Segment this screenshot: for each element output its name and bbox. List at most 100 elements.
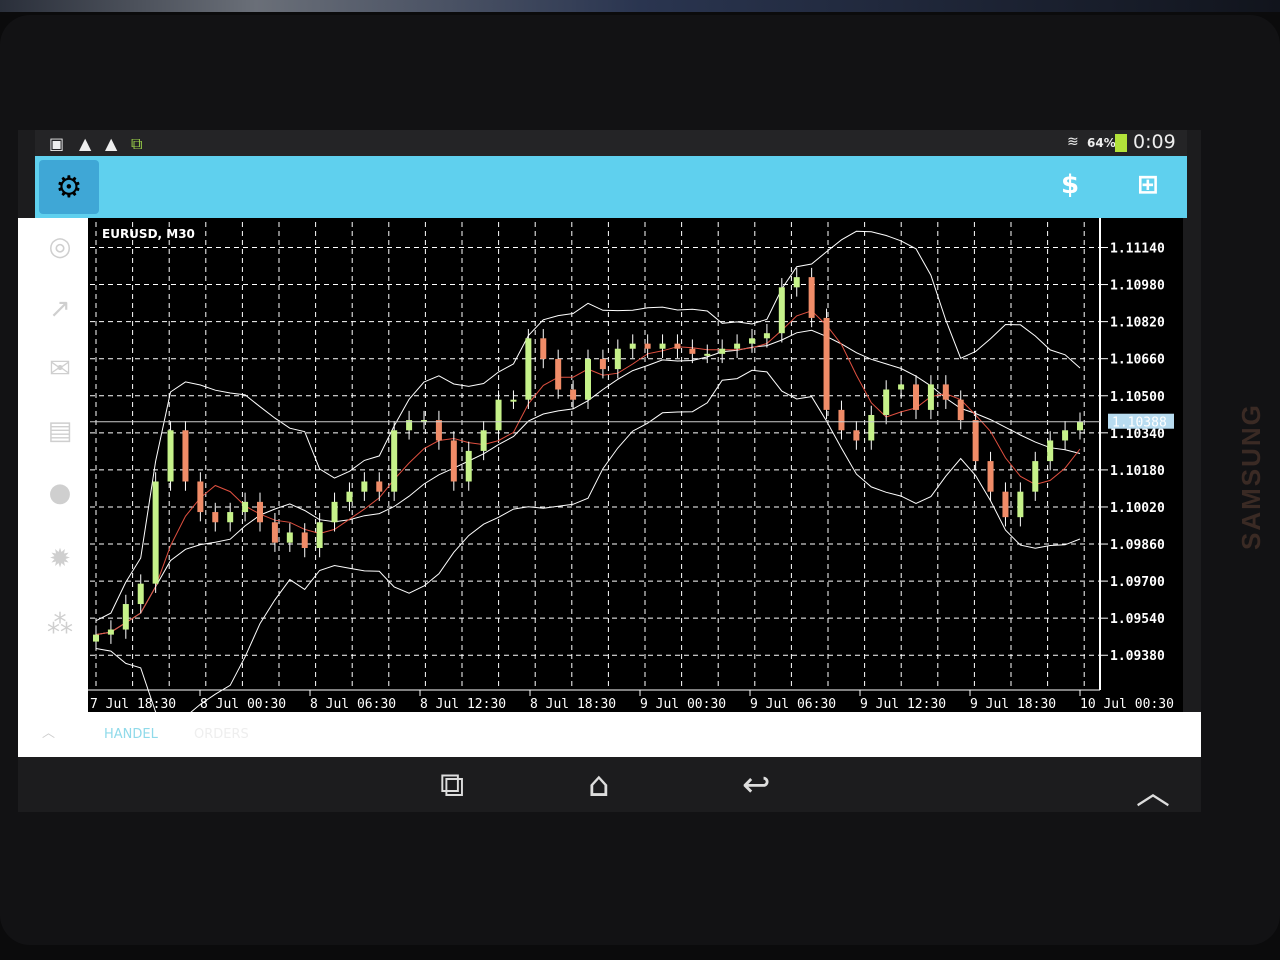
candle-bear — [808, 277, 815, 318]
new-order-icon[interactable]: ⊞ — [1137, 170, 1159, 200]
y-tick-label: 1.09540 — [1110, 612, 1165, 627]
collapse-chevron-icon[interactable]: ︿ — [42, 726, 56, 741]
metatrader-logo[interactable]: ⚙ — [39, 160, 99, 214]
background-monitor — [0, 0, 1280, 12]
candle-bull — [719, 348, 726, 354]
candle-bear — [540, 338, 547, 359]
bottom-tabs: ︿ HANDEL ORDERS — [18, 712, 1201, 757]
news-icon[interactable]: ▤ — [47, 416, 73, 446]
candle-bull — [465, 450, 472, 482]
candle-bull — [93, 634, 99, 642]
candle-bull — [331, 501, 338, 523]
candle-bull — [122, 604, 129, 630]
home-icon[interactable]: ⌂ — [588, 765, 610, 805]
battery-percent: 64% — [1087, 136, 1116, 150]
current-price-label: 1.10388 — [1112, 416, 1167, 431]
community-icon[interactable]: ⁂ — [47, 610, 73, 640]
candle-bull — [898, 384, 905, 390]
sidebar: ◎ ↗ ✉ ▤ ● ✹ ⁂ — [18, 218, 88, 712]
candle-bull — [629, 343, 636, 349]
candle-bull — [167, 430, 174, 482]
tab-handel[interactable]: HANDEL — [104, 727, 158, 742]
candle-bull — [406, 420, 413, 431]
x-tick-label: 9 Jul 12:30 — [860, 697, 946, 712]
trade-icon[interactable]: ↗ — [49, 294, 71, 324]
candle-bear — [182, 430, 189, 482]
candle-bear — [987, 461, 994, 492]
y-tick-label: 1.10180 — [1110, 464, 1165, 479]
candle-bear — [942, 384, 949, 400]
candle-bull — [152, 481, 159, 584]
status-bar: ▣ ▲ ▲ ⧉ ≋ 64% 0:09 — [35, 130, 1187, 156]
candle-bear — [212, 512, 219, 523]
y-tick-label: 1.11140 — [1110, 241, 1165, 256]
candle-bull — [107, 629, 114, 635]
screen-share-icon: ⧉ — [131, 134, 143, 153]
symbol-label: EURUSD, M30 — [102, 227, 195, 241]
battery-icon — [1115, 134, 1127, 152]
wifi-icon: ≋ — [1067, 134, 1079, 150]
candle-bear — [957, 399, 964, 421]
candle-bull — [734, 343, 741, 349]
candle-bear — [271, 522, 278, 543]
x-tick-label: 8 Jul 06:30 — [310, 697, 396, 712]
candle-bull — [659, 343, 666, 349]
candle-bear — [972, 420, 979, 462]
candle-bull — [525, 338, 532, 400]
y-tick-label: 1.09380 — [1110, 649, 1165, 664]
candle-bear — [197, 481, 204, 513]
x-tick-label: 8 Jul 12:30 — [420, 697, 506, 712]
chart-svg[interactable]: 1.11140 1.10980 1.10820 1.10660 1.10500 1.103… — [88, 218, 1191, 730]
candle-bull — [137, 583, 144, 605]
y-tick-label: 1.10500 — [1110, 390, 1165, 405]
settings-icon[interactable]: ✹ — [49, 544, 71, 574]
candle-bear — [689, 348, 696, 354]
candle-bull — [868, 414, 875, 441]
candle-bull — [749, 338, 755, 344]
recent-apps-icon[interactable]: ⧉ — [440, 765, 465, 805]
candle-bull — [927, 384, 934, 410]
x-tick-label: 8 Jul 18:30 — [530, 697, 616, 712]
candle-bull — [763, 333, 770, 339]
clock: 0:09 — [1133, 131, 1176, 153]
candle-bull — [227, 512, 234, 523]
mail-icon[interactable]: ✉ — [49, 354, 71, 384]
candle-bull — [614, 348, 621, 370]
y-tick-label: 1.09860 — [1110, 538, 1165, 553]
back-icon[interactable]: ↩ — [742, 765, 771, 805]
candle-bear — [570, 389, 577, 400]
candle-bear — [644, 343, 651, 349]
candle-bull — [585, 358, 591, 400]
samsung-logo: SAMSUNG — [1236, 403, 1266, 550]
x-tick-label: 10 Jul 00:30 — [1080, 697, 1174, 712]
navigation-bar: ⧉ ⌂ ↩ ︿ — [18, 757, 1201, 813]
candle-bull — [421, 420, 427, 423]
candle-bear — [257, 501, 263, 523]
warning-icon: ▲ — [105, 134, 118, 153]
price-chart[interactable]: 1.11140 1.10980 1.10820 1.10660 1.10500 1.103… — [88, 218, 1191, 730]
candle-bull — [286, 532, 293, 543]
y-tick-label: 1.10660 — [1110, 353, 1165, 368]
x-tick-label: 8 Jul 00:30 — [200, 697, 286, 712]
candle-bull — [480, 430, 487, 451]
candle-bull — [495, 399, 502, 431]
candle-bull — [704, 353, 711, 356]
tab-orders[interactable]: ORDERS — [194, 727, 249, 742]
warning-icon: ▲ — [79, 134, 92, 153]
candle-bull — [1077, 421, 1083, 431]
candle-bull — [242, 501, 249, 513]
app-toolbar: ⚙ $ ⊞ — [35, 156, 1187, 218]
candle-bull — [883, 389, 890, 415]
candle-bear — [450, 440, 457, 482]
chat-icon[interactable]: ● — [48, 478, 72, 508]
candle-bear — [913, 384, 919, 410]
bollinger-lower — [95, 369, 1081, 730]
account-icon[interactable]: ◎ — [48, 232, 72, 262]
quotes-dollar-icon[interactable]: $ — [1061, 170, 1080, 200]
y-tick-label: 1.09700 — [1110, 575, 1165, 590]
y-tick-label: 1.10020 — [1110, 501, 1165, 516]
candle-bull — [1032, 461, 1039, 492]
candle-bear — [376, 481, 383, 492]
candle-bear — [674, 343, 681, 349]
up-chevron-icon[interactable]: ︿ — [1136, 773, 1170, 813]
